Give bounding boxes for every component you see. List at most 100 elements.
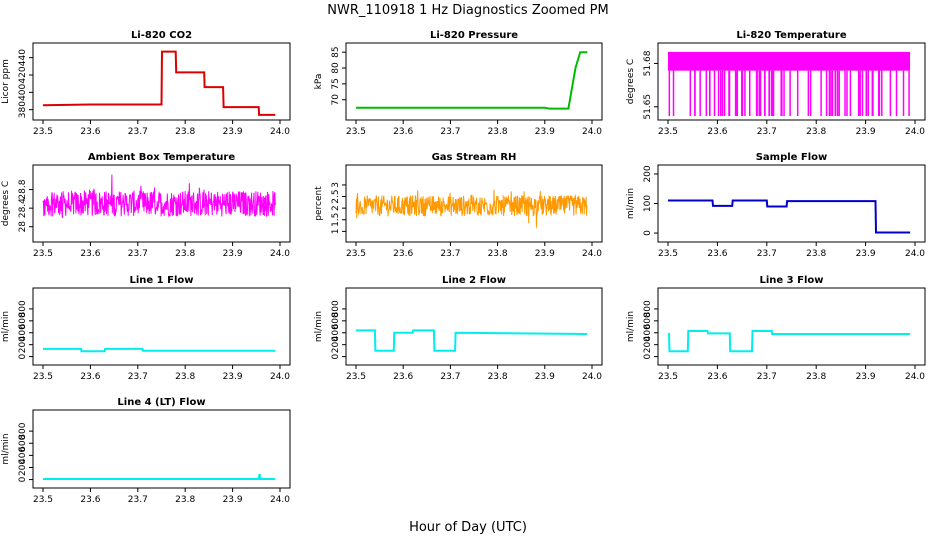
- series-band: [668, 51, 911, 71]
- x-axis-label: Hour of Day (UTC): [409, 520, 527, 535]
- x-tick-label: 23.7: [757, 127, 777, 137]
- x-tick-label: 23.7: [128, 249, 148, 259]
- y-tick-label: 1.5: [331, 213, 341, 227]
- y-tick-label: 2.5: [331, 189, 341, 203]
- x-tick-label: 24.0: [270, 495, 290, 505]
- y-tick-label: 420: [18, 66, 28, 83]
- x-tick-label: 23.9: [223, 127, 243, 137]
- y-tick-label: 0: [331, 353, 341, 359]
- x-tick-label: 23.6: [707, 372, 727, 382]
- x-tick-label: 23.7: [128, 372, 148, 382]
- panel-8: Line 2 Flow ml/min 23.5 23.6 23.7 23.8 23.9 24.…: [314, 275, 603, 382]
- y-axis-label: ml/min: [626, 311, 636, 342]
- x-tick-label: 23.5: [658, 372, 678, 382]
- y-tick-label: 380: [18, 101, 28, 118]
- y-tick-label: 75: [331, 78, 341, 89]
- x-tick-label: 24.0: [270, 372, 290, 382]
- y-tick-label: 3: [331, 182, 341, 188]
- x-tick-label: 23.7: [440, 127, 460, 137]
- panel-3: Li-820 Temperature degrees C 23.5 23.6 23.7 2…: [626, 30, 926, 137]
- panel-grid: Li-820 CO2 Licor ppm 23.5 23.6 23.7 23.8 23.9 2…: [1, 30, 926, 505]
- x-tick-label: 24.0: [582, 127, 602, 137]
- x-tick-label: 23.9: [535, 249, 555, 259]
- panel-title: Line 2 Flow: [442, 275, 506, 286]
- x-tick-label: 23.7: [440, 249, 460, 259]
- series-line: [355, 189, 588, 228]
- panel-title: Sample Flow: [756, 152, 828, 163]
- x-tick-label: 23.8: [488, 249, 508, 259]
- x-tick-label: 23.5: [346, 127, 366, 137]
- panel-title: Li-820 Pressure: [430, 30, 518, 41]
- x-tick-label: 24.0: [905, 127, 925, 137]
- x-tick-label: 23.7: [757, 249, 777, 259]
- panel-frame: [32, 164, 291, 243]
- y-tick-label: 85: [331, 46, 341, 57]
- panel-title: Li-820 CO2: [131, 30, 192, 41]
- y-tick-label: 70: [331, 94, 341, 106]
- x-tick-label: 23.8: [806, 127, 826, 137]
- panel-9: Line 3 Flow ml/min 23.5 23.6 23.7 23.8 23.9 24.…: [626, 275, 926, 382]
- x-tick-label: 23.5: [658, 249, 678, 259]
- y-tick-label: 400: [643, 324, 653, 341]
- y-tick-label: 0: [18, 476, 28, 482]
- series-line: [356, 329, 588, 352]
- y-axis-label: degrees C: [1, 181, 11, 226]
- y-tick-label: 28: [18, 221, 28, 233]
- panel-10: Line 4 (LT) Flow ml/min 23.5 23.6 23.7 23.8 23…: [1, 397, 291, 505]
- x-tick-label: 23.9: [223, 495, 243, 505]
- x-tick-label: 23.9: [223, 372, 243, 382]
- y-axis-label: Licor ppm: [1, 59, 11, 104]
- x-tick-label: 23.8: [806, 249, 826, 259]
- x-tick-label: 23.9: [856, 249, 876, 259]
- panel-1: Li-820 CO2 Licor ppm 23.5 23.6 23.7 23.8 23.9 2…: [1, 30, 291, 137]
- panel-frame: [32, 42, 291, 121]
- panel-7: Line 1 Flow ml/min 23.5 23.6 23.7 23.8 23.9 24.…: [1, 275, 291, 382]
- panel-frame: [32, 287, 291, 366]
- panel-frame: [657, 287, 926, 366]
- series-line: [668, 330, 911, 353]
- panel-frame: [345, 164, 603, 243]
- y-axis-label: ml/min: [1, 433, 11, 464]
- y-axis-label: ml/min: [1, 311, 11, 342]
- y-tick-label: 400: [18, 446, 28, 463]
- y-tick-label: 600: [18, 434, 28, 451]
- x-tick-label: 23.7: [757, 372, 777, 382]
- panel-5: Gas Stream RH percent 23.5 23.6 23.7 23.8 23.9…: [314, 152, 603, 259]
- panel-frame: [32, 409, 291, 489]
- series-line: [668, 199, 911, 234]
- x-tick-label: 23.8: [175, 127, 195, 137]
- y-tick-label: 2: [331, 205, 341, 211]
- series-line: [42, 50, 276, 116]
- y-tick-label: 51.65: [643, 94, 653, 120]
- y-axis-label: ml/min: [314, 311, 324, 342]
- y-tick-label: 440: [18, 49, 28, 66]
- y-tick-label: 400: [18, 324, 28, 341]
- x-tick-label: 23.6: [707, 249, 727, 259]
- panel-frame: [345, 287, 603, 366]
- y-tick-label: 800: [643, 300, 653, 317]
- y-tick-label: 51.68: [643, 50, 653, 76]
- y-tick-label: 800: [331, 300, 341, 317]
- series-line: [42, 174, 276, 219]
- y-tick-label: 200: [643, 336, 653, 353]
- panel-2: Li-820 Pressure kPa 23.5 23.6 23.7 23.8 23.9 24…: [314, 30, 603, 137]
- series-line: [43, 473, 276, 480]
- x-tick-label: 24.0: [905, 249, 925, 259]
- x-tick-label: 23.5: [33, 127, 53, 137]
- x-tick-label: 23.6: [393, 249, 413, 259]
- y-axis-label: degrees C: [626, 59, 636, 104]
- panel-6: Sample Flow ml/min 23.5 23.6 23.7 23.8 23.9 24.…: [626, 152, 926, 259]
- panel-frame: [657, 164, 926, 243]
- x-tick-label: 24.0: [270, 127, 290, 137]
- y-tick-label: 28.4: [18, 198, 28, 218]
- x-tick-label: 23.5: [346, 249, 366, 259]
- x-tick-label: 23.8: [806, 372, 826, 382]
- x-tick-label: 24.0: [905, 372, 925, 382]
- x-tick-label: 23.6: [80, 249, 100, 259]
- x-tick-label: 23.6: [80, 372, 100, 382]
- x-tick-label: 23.9: [856, 127, 876, 137]
- y-tick-label: 0: [18, 353, 28, 359]
- y-tick-label: 28.8: [18, 179, 28, 199]
- x-tick-label: 24.0: [582, 372, 602, 382]
